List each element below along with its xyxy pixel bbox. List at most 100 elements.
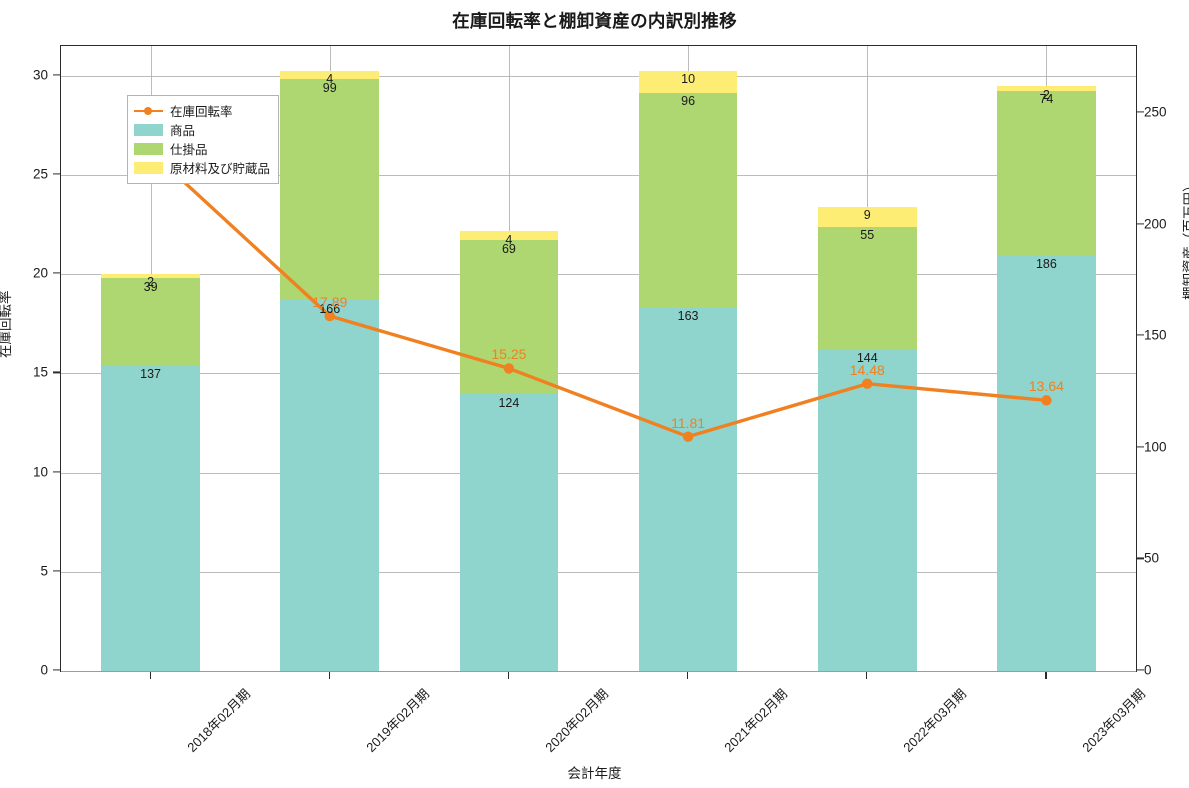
bar-value-label: 144 <box>856 351 878 366</box>
gridline-horizontal <box>61 671 1136 672</box>
y-axis-right-tick-label: 100 <box>1144 439 1167 455</box>
gridline-horizontal <box>61 75 1136 77</box>
legend-dot-icon <box>144 106 153 116</box>
line-value-label: 14.48 <box>849 361 885 378</box>
bar-segment <box>997 255 1096 671</box>
bar-value-label: 99 <box>322 80 337 95</box>
bar-value-label: 10 <box>681 72 696 87</box>
legend-line-marker-icon <box>134 105 163 117</box>
y-axis-left-tick-mark <box>53 570 60 572</box>
gridline-horizontal <box>61 274 1136 276</box>
bar-segment <box>280 79 379 301</box>
bar-segment <box>638 70 738 93</box>
legend-item-label: 原材料及び貯蔵品 <box>170 162 271 176</box>
x-axis-tick-label: 2020年02月期 <box>542 686 612 755</box>
bar-value-label: 163 <box>677 308 699 323</box>
y-axis-left-tick-mark <box>53 272 60 274</box>
bar-value-label: 9 <box>863 208 871 223</box>
line-value-label: 11.81 <box>671 414 706 431</box>
line-value-label: 17.89 <box>312 294 348 311</box>
x-axis-tick-label: 2022年03月期 <box>900 686 970 755</box>
bar-value-label: 4 <box>505 232 513 247</box>
y-axis-right-tick-mark <box>1137 334 1144 336</box>
bar-value-label: 186 <box>1035 257 1057 272</box>
x-axis-tick-mark <box>687 672 689 679</box>
bar-segment <box>638 307 738 671</box>
y-axis-right-tick-mark <box>1137 111 1144 113</box>
legend-color-swatch <box>134 142 163 155</box>
bar-segment <box>997 86 1096 91</box>
legend-item-label: 在庫回転率 <box>170 105 233 119</box>
bar-value-label: 4 <box>326 72 334 87</box>
y-axis-left-tick-mark <box>53 470 60 473</box>
line-value-label: 15.25 <box>491 346 527 363</box>
bar-segment <box>997 90 1096 256</box>
bar-segment <box>280 70 379 80</box>
legend-item-label: 商品 <box>170 124 196 138</box>
bar-value-label: 2 <box>147 275 155 290</box>
line-value-label: 13.64 <box>1028 378 1064 395</box>
x-axis-tick-label: 2019年02月期 <box>363 686 432 755</box>
y-axis-left-tick-label: 20 <box>32 265 48 281</box>
bar-value-label: 124 <box>498 395 520 410</box>
chart-title: 在庫回転率と棚卸資産の内訳別推移 <box>452 11 737 31</box>
x-axis-tick-mark <box>328 672 330 679</box>
y-axis-left-tick-label: 5 <box>40 563 48 579</box>
y-axis-right-tick-label: 0 <box>1144 662 1152 678</box>
y-axis-left-tick-label: 0 <box>40 662 48 678</box>
gridline-horizontal <box>61 373 1136 375</box>
chart-legend: 在庫回転率商品仕掛品原材料及び貯蔵品 <box>127 95 280 184</box>
y-axis-left-tick-mark <box>53 371 60 373</box>
bar-value-label: 2 <box>1042 87 1050 102</box>
x-axis-label: 会計年度 <box>567 766 622 781</box>
y-axis-left-tick-label: 30 <box>32 67 48 83</box>
bar-value-label: 74 <box>1039 92 1054 107</box>
y-axis-right-tick-mark <box>1137 669 1144 671</box>
y-axis-right-tick-label: 150 <box>1144 327 1167 343</box>
x-axis-tick-mark <box>866 672 868 679</box>
x-axis-tick-mark <box>149 672 151 679</box>
y-axis-left-tick-mark <box>53 669 60 671</box>
bar-value-label: 166 <box>319 301 341 316</box>
y-axis-right-tick-label: 200 <box>1144 216 1167 232</box>
legend-color-swatch <box>134 161 163 174</box>
legend-item-label: 仕掛品 <box>170 143 208 157</box>
bar-value-label: 39 <box>143 279 158 294</box>
bar-value-label: 69 <box>501 241 516 256</box>
y-axis-left-label: 在庫回転率 <box>0 290 13 359</box>
bar-segment <box>459 240 559 395</box>
y-axis-left-tick-label: 10 <box>32 464 48 480</box>
bar-segment <box>280 300 379 671</box>
bar-value-label: 55 <box>860 228 875 243</box>
y-axis-left-tick-label: 15 <box>32 364 48 380</box>
plot-area: 137392166994124694163961014455918674226.… <box>60 45 1137 672</box>
y-axis-right-tick-mark <box>1137 446 1144 448</box>
legend-item[interactable]: 原材料及び貯蔵品 <box>134 158 270 177</box>
gridline-horizontal <box>61 472 1136 474</box>
legend-item[interactable]: 在庫回転率 <box>134 101 270 120</box>
y-axis-left-tick-mark <box>53 173 60 175</box>
bar-segment <box>817 349 917 671</box>
y-axis-left-tick-mark <box>53 74 60 76</box>
x-axis-tick-label: 2018年02月期 <box>183 686 253 755</box>
bar-segment <box>638 92 738 308</box>
y-axis-right-tick-mark <box>1137 557 1144 559</box>
bar-value-label: 137 <box>140 366 162 381</box>
x-axis-tick-label: 2021年02月期 <box>721 686 791 755</box>
gridline-horizontal <box>61 571 1136 573</box>
bar-segment <box>101 365 200 671</box>
x-axis-tick-mark <box>507 672 510 679</box>
x-axis-tick-mark <box>1045 672 1047 679</box>
bar-segment <box>817 226 917 350</box>
legend-color-swatch <box>134 123 163 136</box>
legend-item[interactable]: 仕掛品 <box>134 139 270 158</box>
y-axis-right-tick-mark <box>1137 222 1144 225</box>
bar-value-label: 96 <box>681 94 696 109</box>
y-axis-right-tick-label: 50 <box>1144 550 1160 566</box>
y-axis-right-tick-label: 250 <box>1144 104 1167 120</box>
x-axis-tick-label: 2023年03月期 <box>1079 686 1149 755</box>
legend-item[interactable]: 商品 <box>134 120 270 139</box>
bar-segment <box>459 394 559 671</box>
y-axis-left-tick-label: 25 <box>32 166 48 182</box>
